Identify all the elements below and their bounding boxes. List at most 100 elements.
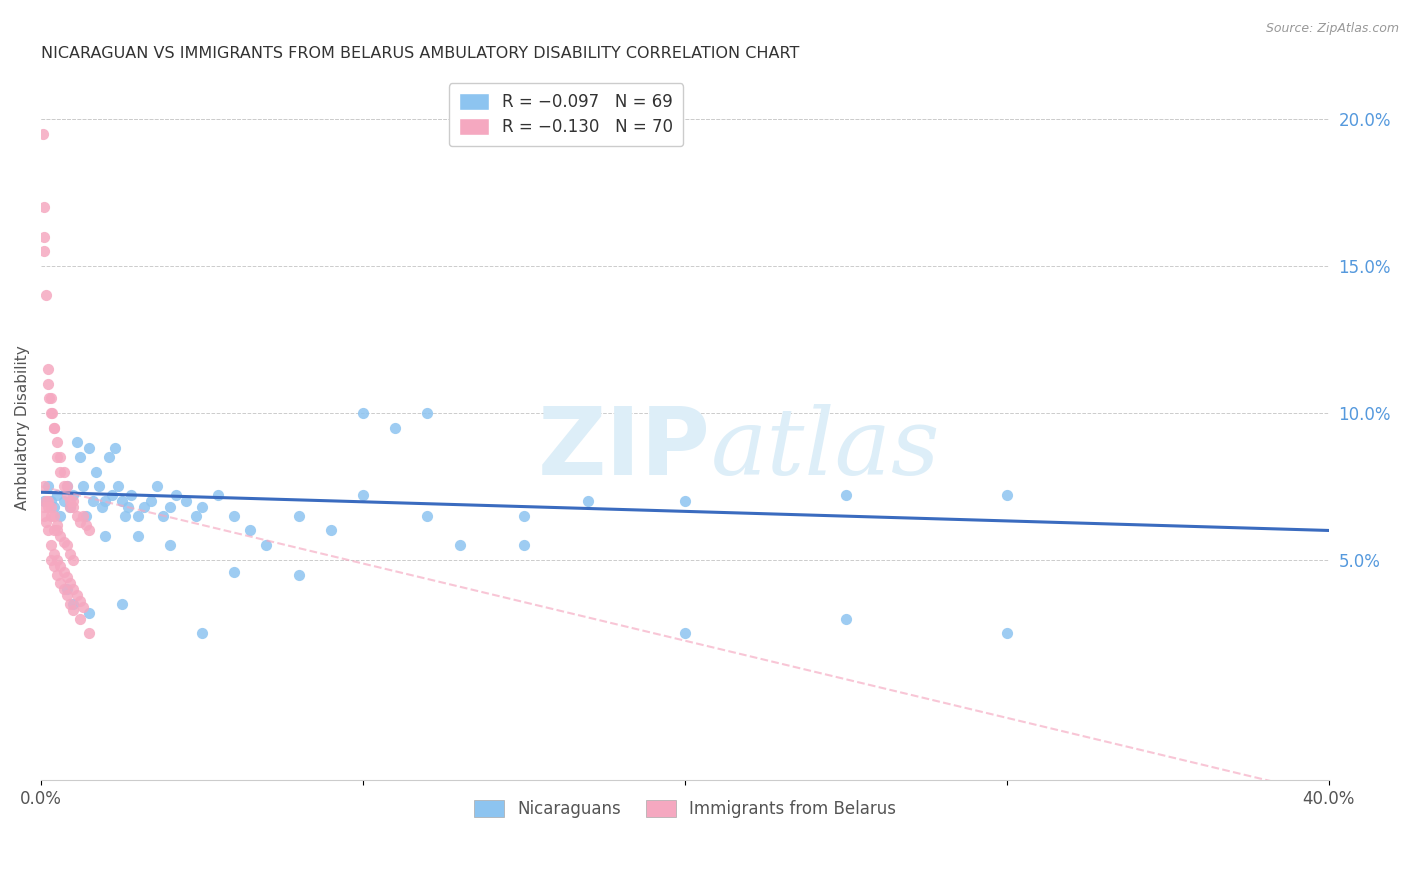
Text: NICARAGUAN VS IMMIGRANTS FROM BELARUS AMBULATORY DISABILITY CORRELATION CHART: NICARAGUAN VS IMMIGRANTS FROM BELARUS AM…	[41, 46, 800, 62]
Point	[35, 515, 58, 529]
Point	[995, 626, 1018, 640]
Point	[56, 570, 79, 584]
Point	[576, 494, 599, 508]
Point	[287, 567, 309, 582]
Point	[37, 361, 59, 376]
Point	[49, 465, 72, 479]
Point	[835, 612, 858, 626]
Point	[37, 524, 59, 538]
Point	[56, 582, 79, 597]
Point	[62, 553, 84, 567]
Point	[384, 420, 406, 434]
Point	[46, 567, 69, 582]
Point	[117, 500, 139, 514]
Point	[32, 200, 55, 214]
Point	[46, 450, 69, 464]
Point	[56, 588, 79, 602]
Point	[42, 420, 65, 434]
Point	[39, 494, 62, 508]
Point	[52, 465, 75, 479]
Point	[37, 494, 59, 508]
Point	[38, 391, 60, 405]
Point	[34, 500, 56, 514]
Point	[59, 500, 82, 514]
Point	[56, 488, 79, 502]
Point	[52, 582, 75, 597]
Point	[69, 612, 91, 626]
Point	[110, 597, 132, 611]
Point	[46, 517, 69, 532]
Point	[65, 588, 87, 602]
Point	[139, 494, 162, 508]
Point	[39, 553, 62, 567]
Point	[37, 376, 59, 391]
Point	[239, 524, 262, 538]
Point	[41, 406, 63, 420]
Point	[39, 538, 62, 552]
Point	[110, 494, 132, 508]
Point	[107, 479, 129, 493]
Point	[65, 435, 87, 450]
Point	[59, 500, 82, 514]
Point	[46, 524, 69, 538]
Point	[42, 420, 65, 434]
Point	[49, 450, 72, 464]
Point	[449, 538, 471, 552]
Point	[34, 229, 56, 244]
Point	[62, 582, 84, 597]
Point	[42, 508, 65, 523]
Point	[207, 488, 229, 502]
Point	[62, 603, 84, 617]
Point	[352, 406, 374, 420]
Point	[82, 494, 104, 508]
Point	[69, 450, 91, 464]
Point	[56, 479, 79, 493]
Point	[31, 127, 53, 141]
Point	[72, 508, 94, 523]
Point	[101, 488, 124, 502]
Legend: Nicaraguans, Immigrants from Belarus: Nicaraguans, Immigrants from Belarus	[467, 793, 903, 825]
Point	[69, 594, 91, 608]
Point	[39, 508, 62, 523]
Point	[416, 406, 439, 420]
Point	[995, 488, 1018, 502]
Point	[97, 450, 120, 464]
Point	[104, 441, 127, 455]
Point	[56, 479, 79, 493]
Point	[32, 508, 55, 523]
Text: Source: ZipAtlas.com: Source: ZipAtlas.com	[1265, 22, 1399, 36]
Point	[65, 508, 87, 523]
Point	[62, 494, 84, 508]
Point	[352, 488, 374, 502]
Point	[134, 500, 156, 514]
Point	[191, 626, 214, 640]
Point	[59, 547, 82, 561]
Point	[165, 488, 187, 502]
Y-axis label: Ambulatory Disability: Ambulatory Disability	[15, 345, 30, 510]
Point	[46, 553, 69, 567]
Point	[224, 565, 246, 579]
Point	[59, 576, 82, 591]
Point	[152, 508, 174, 523]
Point	[59, 494, 82, 508]
Text: ZIP: ZIP	[538, 403, 710, 495]
Point	[52, 535, 75, 549]
Point	[79, 626, 101, 640]
Point	[39, 391, 62, 405]
Point	[42, 547, 65, 561]
Point	[52, 479, 75, 493]
Point	[114, 508, 136, 523]
Point	[835, 488, 858, 502]
Point	[513, 538, 536, 552]
Text: atlas: atlas	[710, 404, 941, 494]
Point	[46, 435, 69, 450]
Point	[184, 508, 207, 523]
Point	[127, 529, 149, 543]
Point	[146, 479, 169, 493]
Point	[42, 524, 65, 538]
Point	[87, 479, 110, 493]
Point	[159, 500, 181, 514]
Point	[42, 500, 65, 514]
Point	[49, 508, 72, 523]
Point	[49, 529, 72, 543]
